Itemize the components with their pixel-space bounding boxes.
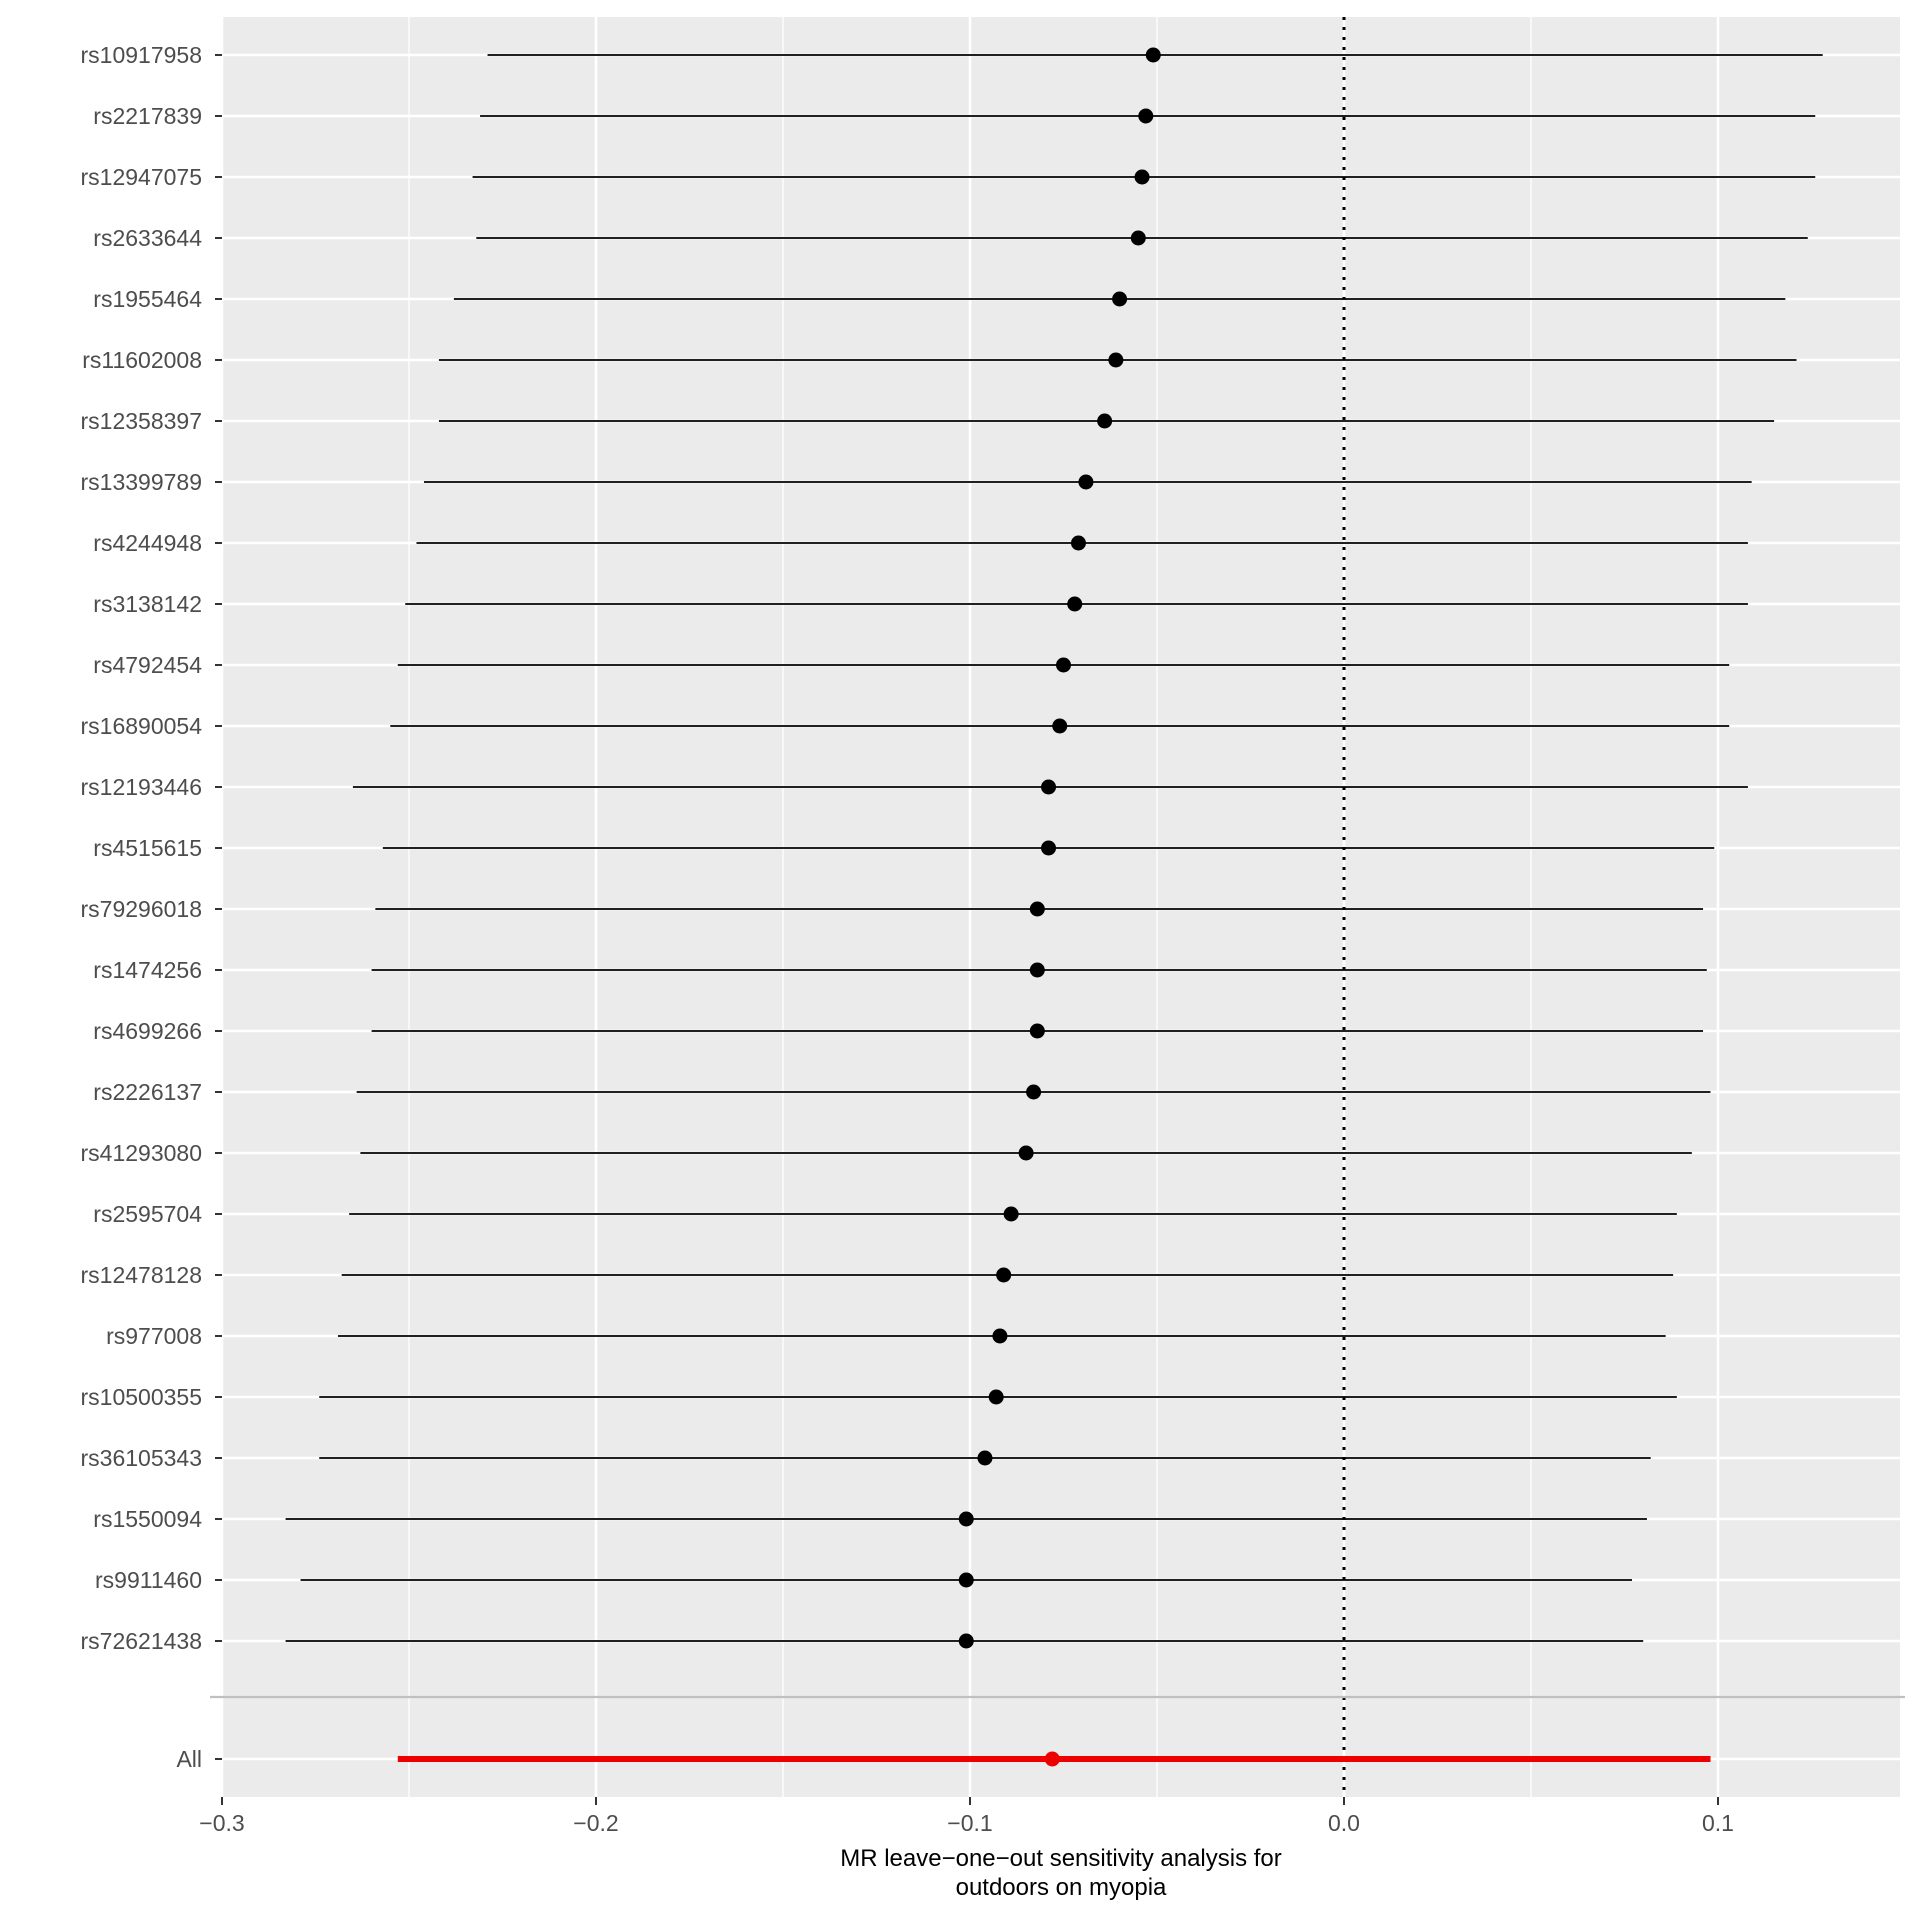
y-tick-label: rs4515615 [93, 835, 202, 861]
estimate-point [977, 1450, 993, 1466]
snp-rows: rs10917958 rs2217839 rs12947075 rs2633644 rs… [81, 42, 1823, 1654]
y-tick-label: rs79296018 [81, 896, 203, 922]
x-tick-label: −0.1 [947, 1810, 992, 1836]
estimate-point [1029, 1023, 1045, 1039]
y-tick-label: rs2633644 [93, 225, 202, 251]
estimate-point [1108, 352, 1124, 368]
y-tick-label: rs12358397 [81, 408, 203, 434]
estimate-point [1052, 718, 1068, 734]
y-tick-label: rs9911460 [95, 1567, 202, 1593]
estimate-point [1070, 535, 1086, 551]
y-tick-label: rs1550094 [93, 1506, 202, 1532]
y-tick-label: rs2226137 [93, 1079, 202, 1105]
x-axis-title-line-1: MR leave−one−out sensitivity analysis fo… [840, 1845, 1282, 1872]
x-tick-label: 0.1 [1702, 1810, 1734, 1836]
y-tick-label: rs4792454 [93, 652, 202, 678]
estimate-point [1078, 474, 1094, 490]
y-tick-label-all: All [176, 1746, 202, 1772]
y-tick-label: rs11602008 [82, 347, 202, 373]
y-tick-label: rs4699266 [93, 1018, 202, 1044]
estimate-point [958, 1511, 974, 1527]
x-axis: −0.3 −0.2 −0.1 0.0 0.1 [199, 1797, 1734, 1836]
y-tick-label: rs4244948 [93, 530, 202, 556]
estimate-point [1003, 1206, 1019, 1222]
overall-estimate-point [1044, 1751, 1060, 1767]
estimate-point [1029, 901, 1045, 917]
y-tick-label: rs36105343 [81, 1445, 203, 1471]
y-tick-label: rs41293080 [81, 1140, 203, 1166]
y-tick-label: rs1474256 [93, 957, 202, 983]
y-tick-label: rs10917958 [81, 42, 203, 68]
y-tick-label: rs10500355 [81, 1384, 203, 1410]
estimate-point [1112, 291, 1128, 307]
estimate-point [1145, 47, 1161, 63]
estimate-point [996, 1267, 1012, 1283]
estimate-point [1130, 230, 1146, 246]
y-tick-label: rs72621438 [81, 1628, 203, 1654]
estimate-point [958, 1572, 974, 1588]
y-tick-label: rs12193446 [81, 774, 203, 800]
y-tick-label: rs977008 [106, 1323, 202, 1349]
plot-panel [222, 17, 1900, 1797]
x-tick-label: −0.3 [199, 1810, 244, 1836]
y-tick-label: rs12478128 [81, 1262, 203, 1288]
estimate-point [1041, 779, 1057, 795]
y-tick-label: rs1955464 [93, 286, 202, 312]
estimate-point [1041, 840, 1057, 856]
y-tick-label: rs2595704 [93, 1201, 202, 1227]
y-tick-label: rs2217839 [93, 103, 202, 129]
y-tick-label: rs13399789 [81, 469, 203, 495]
estimate-point [1056, 657, 1071, 673]
estimate-point [1018, 1145, 1034, 1161]
estimate-point [988, 1389, 1004, 1405]
overall-row: All [176, 1746, 1711, 1772]
estimate-point [1029, 962, 1045, 978]
estimate-point [958, 1633, 974, 1649]
estimate-point [1097, 413, 1113, 429]
y-tick-label: rs12947075 [81, 164, 203, 190]
estimate-point [1067, 596, 1083, 612]
estimate-point [1138, 108, 1154, 124]
x-axis-title-line-2: outdoors on myopia [956, 1874, 1167, 1901]
y-tick-label: rs16890054 [81, 713, 203, 739]
estimate-point [1026, 1084, 1042, 1100]
y-tick-label: rs3138142 [93, 591, 202, 617]
x-tick-label: 0.0 [1328, 1810, 1360, 1836]
x-tick-label: −0.2 [573, 1810, 618, 1836]
estimate-point [992, 1328, 1008, 1344]
estimate-point [1134, 169, 1150, 185]
